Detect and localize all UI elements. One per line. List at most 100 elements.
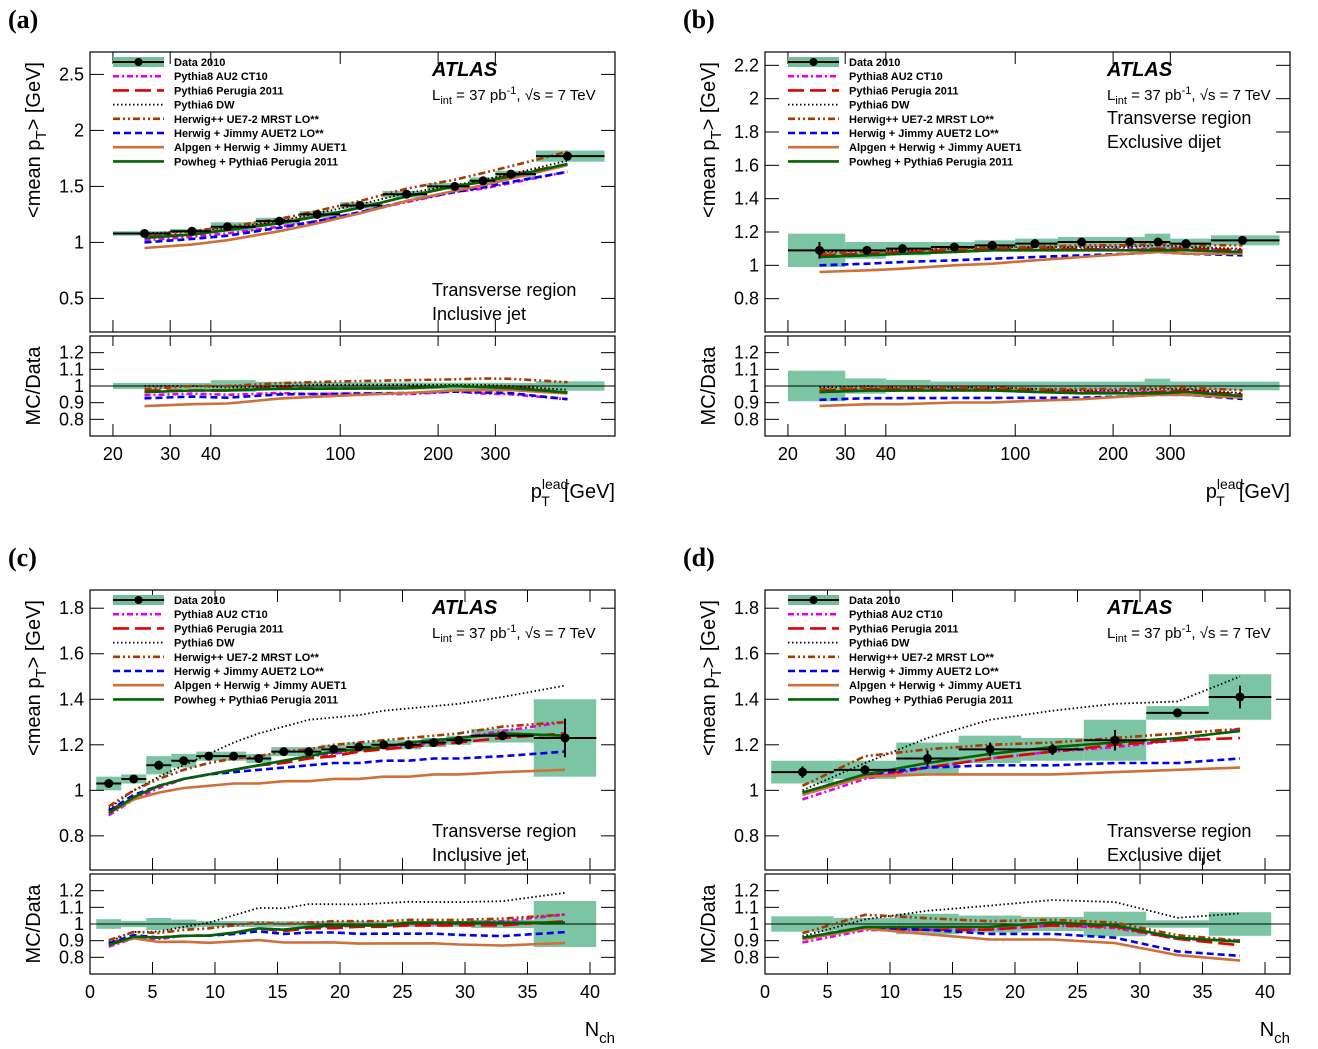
legend-label: Herwig++ UE7-2 MRST LO** <box>174 114 320 126</box>
x-axis-label-unit: [GeV] <box>1239 481 1290 503</box>
data-point <box>1181 239 1191 249</box>
luminosity-label-part: √s <box>1200 87 1216 104</box>
luminosity-label-part: = 37 pb <box>452 87 507 104</box>
x-tick-label: 20 <box>330 982 350 1002</box>
data-point <box>560 733 570 743</box>
data-point <box>1235 692 1245 702</box>
legend-marker <box>809 596 818 604</box>
luminosity-label-part: = 7 TeV <box>1215 625 1270 642</box>
mc-ratio-line <box>108 913 566 942</box>
ratio-y-tick-label: 1.2 <box>734 343 759 363</box>
panel-label: (a) <box>8 5 38 34</box>
x-tick-label: 35 <box>517 982 537 1002</box>
ratio-y-tick-label: 0.9 <box>734 931 759 951</box>
mc-series-line <box>108 732 566 815</box>
mc-series-line <box>802 675 1241 792</box>
data-point <box>354 742 364 752</box>
luminosity-label-part: L <box>1107 625 1115 642</box>
data-point <box>1077 237 1087 247</box>
y-tick-label: 1.4 <box>734 689 759 709</box>
y-tick-label: 2.2 <box>734 55 759 75</box>
atlas-label: ATLAS <box>431 597 498 619</box>
data-point <box>985 744 995 754</box>
x-tick-label: 30 <box>160 444 180 464</box>
data-point <box>1125 237 1135 247</box>
luminosity-label-part: -1 <box>507 623 517 635</box>
y-axis-label-sub: T <box>708 130 725 139</box>
x-tick-label: 40 <box>876 444 896 464</box>
x-tick-label: 20 <box>1005 982 1025 1002</box>
data-point <box>1173 708 1182 718</box>
legend-label: Pythia6 Perugia 2011 <box>174 85 283 97</box>
mc-ratio-line <box>819 387 1243 396</box>
legend-label: Herwig + Jimmy AUET2 LO** <box>174 128 324 140</box>
luminosity-label-part: = 7 TeV <box>540 625 595 642</box>
x-tick-label: 10 <box>205 982 225 1002</box>
data-point <box>312 209 322 219</box>
region-label: Inclusive jet <box>432 304 526 324</box>
data-point <box>404 740 414 750</box>
y-tick-label: 0.8 <box>734 826 759 846</box>
panel-label: (b) <box>683 5 715 34</box>
legend-label: Data 2010 <box>849 57 900 69</box>
main-plot-area <box>771 674 1272 801</box>
ratio-y-tick-label: 1 <box>74 376 84 396</box>
data-point <box>274 216 284 226</box>
ratio-y-tick-label: 1.2 <box>734 881 759 901</box>
panel-label: (c) <box>8 543 37 572</box>
data-point <box>379 740 389 750</box>
legend-label: Alpgen + Herwig + Jimmy AUET1 <box>174 142 347 154</box>
luminosity-label: Lint = 37 pb-1, √s = 7 TeV <box>1107 623 1271 645</box>
legend-label: Powheg + Pythia6 Perugia 2011 <box>174 694 338 706</box>
region-label: Exclusive dijet <box>1107 132 1221 152</box>
y-tick-label: 0.5 <box>59 288 84 308</box>
data-point <box>179 756 189 766</box>
ratio-y-tick-label: 1 <box>749 376 759 396</box>
main-plot-area <box>112 150 605 250</box>
legend-marker <box>809 58 818 66</box>
data-point <box>429 738 439 748</box>
data-point <box>402 189 412 199</box>
x-axis-label-sub: T <box>1216 493 1225 509</box>
legend-label: Powheg + Pythia6 Perugia 2011 <box>849 694 1013 706</box>
y-tick-label: 1 <box>74 780 84 800</box>
y-axis-label-unit: > [GeV] <box>23 600 45 668</box>
data-point <box>1030 239 1040 249</box>
data-point <box>139 228 149 238</box>
x-axis-label-sup: lead <box>1217 476 1243 492</box>
data-point <box>1237 235 1247 245</box>
x-axis-label-sub: ch <box>1274 1030 1290 1047</box>
atlas-label: ATLAS <box>431 59 498 81</box>
luminosity-label-part: int <box>440 633 452 645</box>
x-tick-label: 100 <box>1000 444 1030 464</box>
ratio-y-tick-label: 1 <box>74 914 84 934</box>
legend-label: Pythia6 Perugia 2011 <box>174 623 283 635</box>
ratio-plot-area <box>765 370 1290 408</box>
legend-label: Herwig++ UE7-2 MRST LO** <box>174 652 320 664</box>
x-tick-label: 30 <box>455 982 475 1002</box>
data-point <box>862 245 872 255</box>
atlas-label: ATLAS <box>1106 597 1173 619</box>
x-tick-label: 30 <box>1130 982 1150 1002</box>
mc-series-line <box>819 247 1243 257</box>
region-label: Transverse region <box>432 821 576 841</box>
y-axis-label-main: <mean p <box>698 140 720 218</box>
ratio-y-tick-label: 0.8 <box>734 947 759 967</box>
data-point <box>1153 237 1163 247</box>
ratio-y-axis-label: MC/Data <box>698 346 720 426</box>
main-plot-area <box>787 233 1280 274</box>
main-frame <box>764 589 1291 871</box>
x-tick-label: 200 <box>423 444 453 464</box>
x-tick-label: 35 <box>1192 982 1212 1002</box>
y-tick-label: 1 <box>74 232 84 252</box>
ratio-y-tick-label: 0.9 <box>59 931 84 951</box>
legend-label: Pythia6 DW <box>174 100 235 112</box>
y-axis-label-unit: > [GeV] <box>23 62 45 130</box>
mc-ratio-line <box>819 393 1243 408</box>
data-point <box>222 222 232 232</box>
y-axis-label: <mean pT> [GeV] <box>23 600 50 756</box>
y-tick-label: 2.5 <box>59 64 84 84</box>
region-label: Transverse region <box>1107 108 1251 128</box>
mc-ratio-line <box>802 921 1241 943</box>
main-frame <box>764 51 1291 333</box>
